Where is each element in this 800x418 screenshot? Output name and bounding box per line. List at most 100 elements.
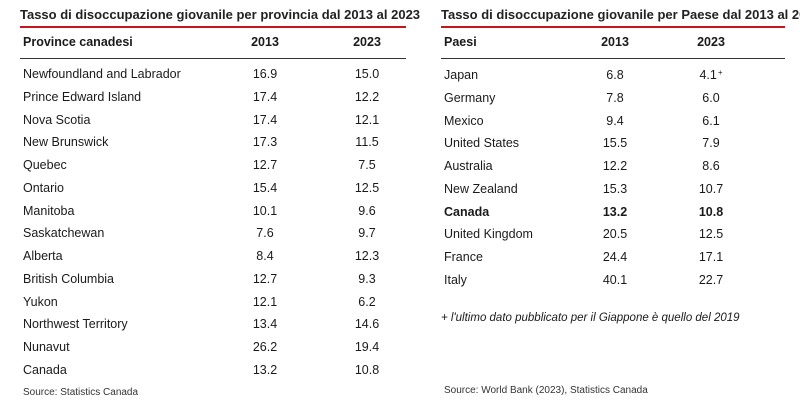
value-2023: 12.3 — [354, 249, 380, 263]
table-row: Canada 13.2 10.8 — [20, 359, 406, 382]
country-name: United Kingdom — [444, 227, 533, 242]
value-2023: 11.5 — [355, 135, 379, 150]
header-2013: 2013 — [251, 35, 279, 49]
value-2013: 24.4 — [602, 250, 628, 264]
value-2023: 12.1 — [354, 112, 380, 127]
value-2023-cell: 4.1+ — [686, 68, 736, 82]
value-2013: 16.9 — [252, 67, 278, 81]
value-2023: 12.5 — [698, 227, 724, 242]
value-2023: 19.4 — [354, 340, 380, 354]
value-2023: 4.1 — [699, 68, 717, 82]
table-row: United States 15.5 7.9 — [441, 132, 785, 155]
japan-footnote-marker: + — [717, 68, 723, 77]
value-2023: 9.3 — [358, 271, 376, 286]
table-row: Ontario 15.4 12.5 — [20, 177, 406, 200]
title-accent-bar — [441, 26, 785, 28]
value-2013: 17.4 — [252, 89, 278, 104]
value-2013: 13.4 — [252, 317, 278, 332]
value-2013: 12.7 — [252, 271, 278, 286]
value-2023: 14.6 — [354, 317, 380, 332]
value-2023: 7.5 — [358, 158, 376, 172]
province-table-header: Province canadesi 2013 2023 — [20, 32, 406, 58]
value-2013: 8.4 — [256, 249, 274, 263]
province-name: Nova Scotia — [23, 112, 91, 127]
table-row: Prince Edward Island 17.4 12.2 — [20, 86, 406, 109]
table-row: Northwest Territory 13.4 14.6 — [20, 313, 406, 336]
value-2023: 6.1 — [702, 113, 720, 128]
value-2023: 12.2 — [354, 89, 380, 104]
country-name: Australia — [444, 159, 493, 173]
header-2023: 2023 — [353, 35, 381, 49]
table-row: Quebec 12.7 7.5 — [20, 154, 406, 177]
value-2013: 15.5 — [602, 136, 628, 151]
value-2023: 7.9 — [702, 136, 720, 151]
table-row: Manitoba 10.1 9.6 — [20, 200, 406, 223]
country-table-header: Paesi 2013 2023 — [441, 32, 785, 58]
country-name: Germany — [444, 90, 496, 105]
value-2013: 10.1 — [252, 203, 278, 218]
province-name: Newfoundland and Labrador — [23, 67, 181, 81]
value-2013: 17.4 — [252, 112, 278, 127]
province-name: Prince Edward Island — [23, 89, 142, 104]
province-name: Northwest Territory — [23, 317, 128, 332]
table-row-highlight-canada: Canada 13.2 10.8 — [441, 201, 785, 224]
value-2023: 6.2 — [358, 294, 376, 309]
value-2013: 6.8 — [606, 68, 624, 82]
value-2023: 22.7 — [698, 272, 724, 287]
japan-footnote: + l'ultimo dato pubblicato per il Giappo… — [441, 312, 740, 324]
value-2013: 12.2 — [602, 159, 628, 173]
country-name: Canada — [444, 204, 490, 219]
value-2023: 10.8 — [698, 204, 724, 219]
table-row: Mexico 9.4 6.1 — [441, 110, 785, 133]
value-2023: 6.0 — [702, 90, 720, 105]
province-table-body: Newfoundland and Labrador 16.9 15.0 Prince… — [20, 63, 406, 382]
table-row: Nunavut 26.2 19.4 — [20, 336, 406, 359]
value-2013: 12.1 — [252, 294, 278, 309]
province-name: British Columbia — [23, 271, 115, 286]
value-2023: 17.1 — [698, 250, 724, 264]
table-row: New Brunswick 17.3 11.5 — [20, 131, 406, 154]
value-2023: 12.5 — [354, 180, 380, 195]
table-row: New Zealand 15.3 10.7 — [441, 178, 785, 201]
header-divider — [441, 58, 785, 59]
province-name: New Brunswick — [23, 135, 109, 150]
table-row: Yukon 12.1 6.2 — [20, 291, 406, 314]
province-name: Ontario — [23, 180, 64, 195]
value-2013: 7.6 — [256, 226, 274, 241]
title-accent-bar — [20, 26, 406, 28]
value-2013: 17.3 — [252, 135, 278, 150]
value-2013: 20.5 — [602, 227, 628, 242]
table-row: Germany 7.8 6.0 — [441, 87, 785, 110]
value-2023: 10.8 — [354, 362, 380, 377]
country-table-title: Tasso di disoccupazione giovanile per Pa… — [441, 7, 800, 22]
table-row: Italy 40.1 22.7 — [441, 269, 785, 292]
value-2013: 13.2 — [252, 362, 278, 377]
province-name: Canada — [23, 362, 67, 377]
province-name: Quebec — [23, 158, 67, 172]
table-row: Australia 12.2 8.6 — [441, 155, 785, 178]
header-divider — [20, 58, 406, 59]
header-country: Paesi — [444, 35, 477, 49]
value-2023: 15.0 — [354, 67, 380, 81]
value-2023: 9.7 — [358, 226, 376, 241]
country-table-body: Japan 6.8 4.1+ Germany 7.8 6.0 Mexico 9.4 6.1 … — [441, 64, 785, 292]
table-row: United Kingdom 20.5 12.5 — [441, 223, 785, 246]
province-name: Yukon — [23, 294, 58, 309]
country-name: Mexico — [444, 113, 484, 128]
province-table-title: Tasso di disoccupazione giovanile per pr… — [20, 7, 421, 22]
value-2013: 26.2 — [252, 340, 278, 354]
table-row: Alberta 8.4 12.3 — [20, 245, 406, 268]
province-name: Manitoba — [23, 203, 75, 218]
value-2023: 8.6 — [702, 159, 720, 173]
province-name: Alberta — [23, 249, 63, 263]
value-2013: 15.3 — [602, 181, 628, 196]
header-2023: 2023 — [697, 35, 725, 49]
value-2013: 9.4 — [606, 113, 624, 128]
value-2013: 7.8 — [606, 90, 624, 105]
table-row: Japan 6.8 4.1+ — [441, 64, 785, 87]
value-2023: 9.6 — [358, 203, 376, 218]
province-name: Nunavut — [23, 340, 70, 354]
table-row: Nova Scotia 17.4 12.1 — [20, 109, 406, 132]
table-row: British Columbia 12.7 9.3 — [20, 268, 406, 291]
value-2013: 13.2 — [602, 204, 628, 219]
